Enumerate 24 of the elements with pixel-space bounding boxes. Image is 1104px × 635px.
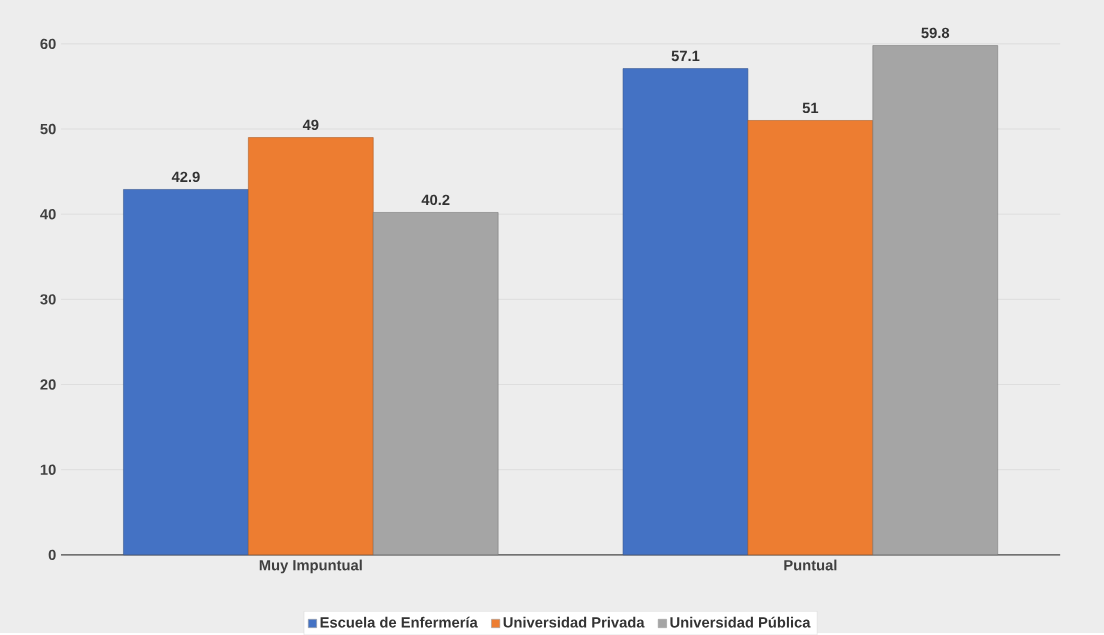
y-tick-label: 10 [40, 464, 56, 475]
data-label: 51 [802, 102, 819, 114]
x-tick-label: Muy Impuntual [259, 559, 362, 574]
legend-label: Universidad Privada [503, 616, 645, 628]
x-tick-label: Puntual [784, 559, 837, 571]
data-label: 59.8 [921, 27, 950, 39]
bar [622, 68, 749, 556]
legend-label: Escuela de Enfermería [320, 616, 478, 628]
y-tick-label: 50 [40, 123, 56, 135]
y-tick-label: 60 [40, 38, 56, 50]
bar [372, 212, 499, 556]
data-label: 57.1 [671, 50, 700, 62]
data-label: 40.2 [421, 194, 450, 205]
y-tick-label: 40 [40, 208, 56, 220]
data-label: 42.9 [171, 171, 200, 183]
bar [872, 45, 998, 556]
legend-label: Universidad Pública [670, 616, 811, 628]
data-label: 49 [302, 119, 319, 131]
y-tick-label: 30 [40, 294, 56, 305]
y-tick-label: 0 [48, 549, 56, 561]
bar [747, 120, 874, 556]
y-tick-label: 20 [40, 379, 56, 390]
bar [123, 189, 249, 556]
bar [248, 137, 374, 556]
